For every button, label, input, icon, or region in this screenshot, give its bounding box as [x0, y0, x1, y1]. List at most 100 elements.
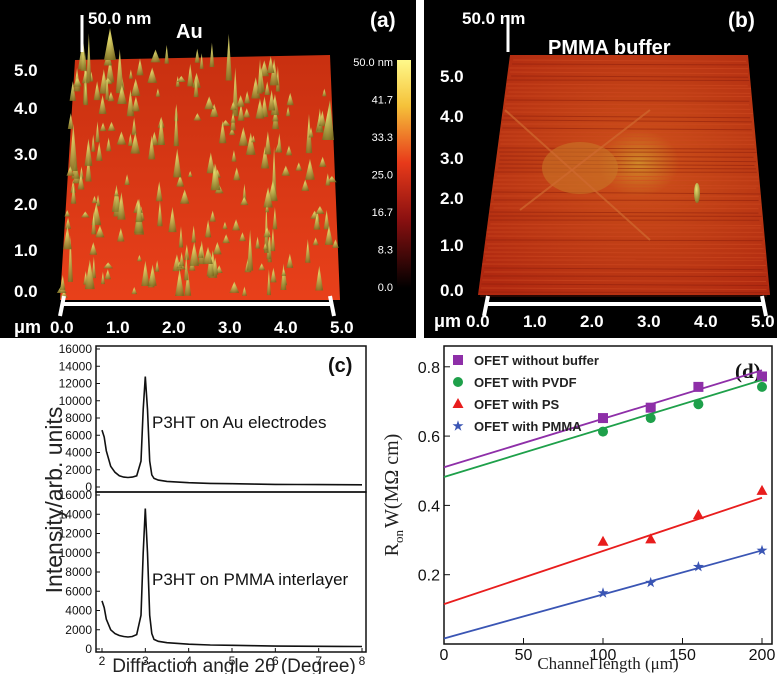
- panel-b-label: (b): [716, 2, 774, 34]
- afm-spike: [176, 75, 186, 82]
- panel-c-x-tick-label: 8: [359, 654, 366, 668]
- svg-text:(a): (a): [370, 9, 396, 32]
- panel-c-x-tick-label: 2: [99, 654, 106, 668]
- afm-spike: [270, 227, 276, 252]
- afm-spike: [93, 81, 101, 101]
- afm-spike: [199, 53, 204, 69]
- afm-spike: [95, 121, 100, 143]
- panel-d-legend: OFET without buffer OFET with PVDF OFET wi…: [452, 353, 599, 434]
- afm-spike: [285, 106, 291, 117]
- afm-spike: [319, 156, 327, 167]
- afm-spike: [131, 78, 141, 96]
- afm-ridge: [493, 179, 760, 182]
- afm-ridge: [499, 159, 757, 163]
- afm-spike: [285, 145, 293, 156]
- afm-spike: [83, 79, 89, 106]
- afm-ridge: [482, 263, 767, 266]
- afm-spike: [100, 271, 105, 285]
- afm-spike: [268, 89, 276, 111]
- afm-spike: [308, 127, 314, 138]
- legend-label: OFET with PS: [474, 397, 560, 412]
- afm-spike: [281, 268, 287, 276]
- afm-spike: [77, 173, 85, 190]
- panel-c-y-tick-label: 14000: [59, 359, 93, 373]
- colorbar-tick-label: 41.7: [372, 95, 393, 107]
- data-point: [756, 544, 768, 556]
- afm-spike: [179, 189, 190, 204]
- panel-a-x-ticks: 0.0 1.0 2.0 3.0 4.0 5.0: [50, 318, 354, 337]
- panel-d-y-tick-label: 0.8: [418, 360, 440, 377]
- panel-b-spike: [694, 183, 700, 203]
- afm-spike: [157, 117, 166, 146]
- afm-ridge: [481, 287, 767, 291]
- afm-ridge: [509, 67, 749, 70]
- data-point: [597, 587, 609, 598]
- afm-spike: [232, 219, 241, 231]
- afm-spike: [257, 59, 263, 94]
- afm-spike: [141, 260, 150, 287]
- panel-c-label: (c): [328, 355, 352, 377]
- data-point: [757, 381, 767, 392]
- afm-spike: [305, 113, 313, 154]
- panel-c-y-tick-label: 8000: [65, 411, 92, 425]
- afm-spike: [117, 227, 125, 242]
- afm-spike: [266, 268, 271, 296]
- panel-a-y-tick-label: 4.0: [14, 99, 38, 118]
- afm-spike: [184, 270, 192, 296]
- panel-c-y-tick-label: 4000: [65, 604, 92, 618]
- colorbar-tick-label: 33.3: [372, 132, 393, 144]
- panel-b-scratch-2: [519, 109, 651, 211]
- afm-spike: [210, 163, 221, 191]
- svg-text:(b): (b): [728, 9, 755, 32]
- afm-spike: [229, 281, 240, 293]
- panel-c-y-tick-label: 14000: [59, 507, 93, 521]
- afm-spike: [86, 33, 92, 82]
- data-point: [598, 413, 608, 424]
- afm-spike: [150, 49, 161, 63]
- panel-c-ylabel: Intensity/arb. units: [41, 407, 67, 594]
- afm-spike: [131, 96, 140, 112]
- afm-spike: [91, 134, 96, 152]
- afm-spike: [191, 225, 197, 243]
- xrd-curve: [101, 508, 363, 648]
- afm-spike: [322, 100, 334, 140]
- afm-ridge: [498, 167, 757, 170]
- data-point: [692, 561, 704, 572]
- afm-spike: [73, 76, 82, 87]
- panel-a-unit: μm: [14, 317, 41, 337]
- legend-marker: [453, 377, 463, 387]
- panel-b-bump: [542, 142, 618, 194]
- data-point: [693, 399, 704, 410]
- afm-spike: [295, 162, 303, 171]
- panel-a-x-tick-label: 1.0: [106, 318, 130, 337]
- afm-spike: [203, 246, 213, 264]
- legend-label: OFET without buffer: [474, 353, 599, 368]
- afm-ridge: [506, 83, 748, 87]
- panel-c-x-tick-label: 3: [142, 654, 149, 668]
- afm-spike: [255, 236, 261, 249]
- panel-a-x-tick-label: 4.0: [274, 318, 298, 337]
- afm-ridge: [487, 235, 765, 238]
- afm-spike: [173, 148, 182, 178]
- panel-d-ylabel-sub: on: [391, 529, 406, 543]
- afm-spike: [260, 146, 270, 169]
- panel-c-top-plot: 0 2000 4000 6000 8000 10000 12000 14000 16000: [59, 342, 363, 494]
- panel-b-surface: [478, 55, 770, 295]
- panel-c-y-tick-label: 4000: [65, 446, 92, 460]
- afm-ridge: [497, 175, 758, 178]
- afm-spike: [95, 142, 103, 161]
- panel-a-x-axis-left-tick: [58, 295, 66, 317]
- afm-ridge: [493, 207, 759, 210]
- colorbar-tick-label: 25.0: [372, 170, 393, 182]
- afm-spike: [241, 286, 247, 296]
- afm-ridge: [506, 99, 750, 102]
- afm-spike: [69, 123, 78, 172]
- afm-spike: [155, 88, 161, 97]
- afm-ridge: [484, 255, 766, 259]
- afm-spike: [67, 235, 73, 282]
- afm-spike: [267, 56, 275, 73]
- afm-spike: [135, 198, 143, 223]
- panel-d-ylabel-main: R: [381, 542, 403, 556]
- panel-a-x-axis-right-tick: [328, 295, 336, 317]
- afm-spike: [281, 165, 291, 176]
